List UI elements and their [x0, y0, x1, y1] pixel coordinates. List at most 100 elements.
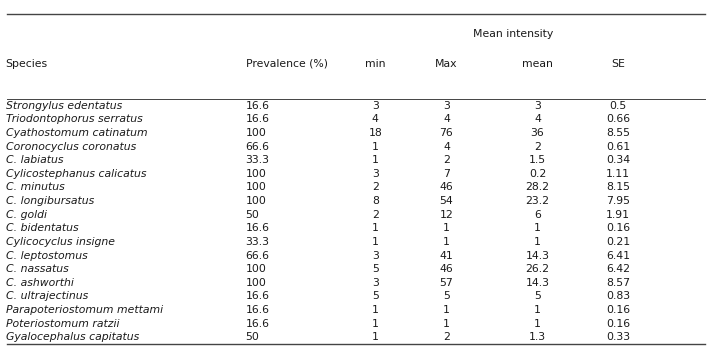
Text: 66.6: 66.6 [246, 142, 270, 151]
Text: Parapoteriostomum mettami: Parapoteriostomum mettami [6, 305, 163, 315]
Text: 33.3: 33.3 [246, 155, 270, 165]
Text: 2: 2 [372, 183, 379, 192]
Text: 2: 2 [443, 333, 450, 342]
Text: 4: 4 [443, 114, 450, 124]
Text: 1.5: 1.5 [529, 155, 546, 165]
Text: 14.3: 14.3 [525, 251, 550, 261]
Text: 36: 36 [530, 128, 545, 138]
Text: 50: 50 [246, 333, 259, 342]
Text: 2: 2 [534, 142, 541, 151]
Text: C. nassatus: C. nassatus [6, 264, 68, 274]
Text: 3: 3 [372, 278, 379, 288]
Text: 1: 1 [372, 223, 379, 233]
Text: SE: SE [611, 59, 625, 68]
Text: 3: 3 [372, 251, 379, 261]
Text: 16.6: 16.6 [246, 305, 270, 315]
Text: 1: 1 [443, 305, 450, 315]
Text: 3: 3 [372, 169, 379, 179]
Text: 1: 1 [372, 155, 379, 165]
Text: 23.2: 23.2 [525, 196, 550, 206]
Text: 5: 5 [534, 292, 541, 301]
Text: 5: 5 [443, 292, 450, 301]
Text: min: min [365, 59, 385, 68]
Text: C. longibursatus: C. longibursatus [6, 196, 94, 206]
Text: 5: 5 [372, 292, 379, 301]
Text: C. ultrajectinus: C. ultrajectinus [6, 292, 88, 301]
Text: 16.6: 16.6 [246, 319, 270, 329]
Text: 100: 100 [246, 128, 266, 138]
Text: 4: 4 [534, 114, 541, 124]
Text: C. ashworthi: C. ashworthi [6, 278, 73, 288]
Text: 6.42: 6.42 [606, 264, 630, 274]
Text: 100: 100 [246, 278, 266, 288]
Text: Cylicocyclus insigne: Cylicocyclus insigne [6, 237, 115, 247]
Text: Gyalocephalus capitatus: Gyalocephalus capitatus [6, 333, 139, 342]
Text: 8.55: 8.55 [606, 128, 630, 138]
Text: 6: 6 [534, 210, 541, 220]
Text: 33.3: 33.3 [246, 237, 270, 247]
Text: 1.11: 1.11 [606, 169, 630, 179]
Text: 54: 54 [439, 196, 454, 206]
Text: 100: 100 [246, 183, 266, 192]
Text: 26.2: 26.2 [525, 264, 550, 274]
Text: 2: 2 [372, 210, 379, 220]
Text: 1: 1 [534, 305, 541, 315]
Text: 16.6: 16.6 [246, 101, 270, 110]
Text: Max: Max [435, 59, 458, 68]
Text: 28.2: 28.2 [525, 183, 550, 192]
Text: Prevalence (%): Prevalence (%) [246, 59, 328, 68]
Text: 100: 100 [246, 169, 266, 179]
Text: 46: 46 [439, 264, 454, 274]
Text: Cylicostephanus calicatus: Cylicostephanus calicatus [6, 169, 146, 179]
Text: 1: 1 [443, 223, 450, 233]
Text: 0.34: 0.34 [606, 155, 630, 165]
Text: Strongylus edentatus: Strongylus edentatus [6, 101, 122, 110]
Text: 1: 1 [534, 319, 541, 329]
Text: 0.61: 0.61 [606, 142, 630, 151]
Text: 6.41: 6.41 [606, 251, 630, 261]
Text: 100: 100 [246, 264, 266, 274]
Text: Species: Species [6, 59, 48, 68]
Text: 76: 76 [439, 128, 454, 138]
Text: 4: 4 [372, 114, 379, 124]
Text: 1: 1 [372, 333, 379, 342]
Text: Coronocyclus coronatus: Coronocyclus coronatus [6, 142, 136, 151]
Text: 14.3: 14.3 [525, 278, 550, 288]
Text: 0.33: 0.33 [606, 333, 630, 342]
Text: 5: 5 [372, 264, 379, 274]
Text: 0.21: 0.21 [606, 237, 630, 247]
Text: C. labiatus: C. labiatus [6, 155, 63, 165]
Text: Mean intensity: Mean intensity [473, 29, 553, 38]
Text: 1.3: 1.3 [529, 333, 546, 342]
Text: 66.6: 66.6 [246, 251, 270, 261]
Text: 57: 57 [439, 278, 454, 288]
Text: 0.16: 0.16 [606, 305, 630, 315]
Text: 1: 1 [443, 319, 450, 329]
Text: 50: 50 [246, 210, 259, 220]
Text: 100: 100 [246, 196, 266, 206]
Text: 8: 8 [372, 196, 379, 206]
Text: 3: 3 [443, 101, 450, 110]
Text: 1: 1 [372, 237, 379, 247]
Text: 1: 1 [443, 237, 450, 247]
Text: 1: 1 [372, 142, 379, 151]
Text: 41: 41 [439, 251, 454, 261]
Text: 7: 7 [443, 169, 450, 179]
Text: 46: 46 [439, 183, 454, 192]
Text: 16.6: 16.6 [246, 292, 270, 301]
Text: 0.16: 0.16 [606, 319, 630, 329]
Text: C. minutus: C. minutus [6, 183, 65, 192]
Text: 8.57: 8.57 [606, 278, 630, 288]
Text: 1: 1 [372, 305, 379, 315]
Text: 18: 18 [368, 128, 382, 138]
Text: 0.66: 0.66 [606, 114, 630, 124]
Text: 3: 3 [372, 101, 379, 110]
Text: 1.91: 1.91 [606, 210, 630, 220]
Text: C. bidentatus: C. bidentatus [6, 223, 78, 233]
Text: 2: 2 [443, 155, 450, 165]
Text: 1: 1 [534, 237, 541, 247]
Text: 16.6: 16.6 [246, 223, 270, 233]
Text: 3: 3 [534, 101, 541, 110]
Text: mean: mean [522, 59, 553, 68]
Text: 0.5: 0.5 [609, 101, 627, 110]
